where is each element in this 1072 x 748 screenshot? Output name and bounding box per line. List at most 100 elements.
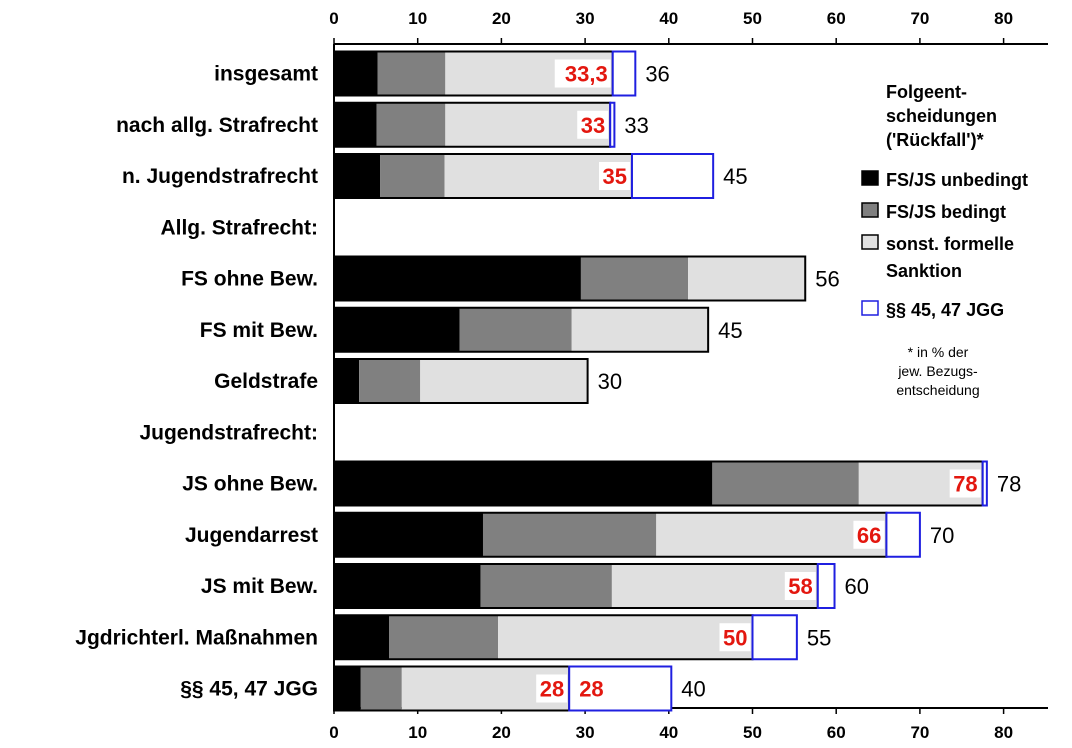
bar-segment-jgg (885, 511, 921, 558)
bar-segment-jgg (816, 563, 836, 609)
bar-segment (334, 666, 361, 711)
legend-title-line: ('Rückfall')* (886, 130, 984, 150)
total-label: 70 (930, 523, 954, 548)
legend-item-label: Sanktion (886, 261, 962, 281)
total-label: 33 (624, 113, 648, 138)
bar-segment (480, 564, 612, 608)
bar-segment (334, 615, 390, 660)
formal-data-label: 33,3 (565, 62, 608, 87)
total-label: 56 (815, 267, 839, 292)
bar-segment (334, 359, 360, 403)
formal-data-label: 66 (857, 523, 881, 548)
total-label: 40 (681, 677, 705, 702)
legend-swatch (861, 202, 879, 218)
legend-title-line: Folgeent- (886, 82, 967, 102)
bar-outline (333, 358, 589, 404)
bar-segment-jgg (609, 101, 616, 148)
formal-data-label: 35 (602, 164, 626, 189)
category-label: JS mit Bew. (201, 575, 318, 598)
data-label-bg (577, 110, 609, 139)
bar-segment (334, 307, 460, 352)
data-label-bg (554, 59, 611, 88)
bar-segment-jgg (568, 665, 673, 712)
bar-segment (459, 307, 572, 352)
bar-segment (482, 512, 657, 557)
category-label: n. Jugendstrafrecht (122, 165, 318, 188)
category-label: Geldstrafe (214, 370, 318, 393)
bar-segment (580, 256, 689, 301)
legend-title-line: scheidungen (886, 106, 997, 126)
legend-note-line: entscheidung (896, 382, 979, 398)
total-label: 60 (845, 574, 869, 599)
jgg-data-label: 28 (579, 677, 603, 702)
total-label: 45 (718, 318, 742, 343)
top-tick-label: 80 (994, 9, 1013, 28)
bottom-tick-label: 10 (408, 723, 427, 742)
data-label-bg (784, 572, 816, 600)
formal-data-label: 58 (788, 574, 812, 599)
total-label: 36 (645, 62, 669, 87)
category-label: FS ohne Bew. (181, 268, 318, 291)
bar-segment (571, 307, 709, 352)
bar-segment (498, 615, 753, 660)
bar-segment (377, 51, 446, 96)
total-label: 78 (997, 472, 1021, 497)
bar-segment (420, 359, 588, 403)
bottom-tick-label: 30 (576, 723, 595, 742)
bottom-tick-label: 50 (743, 723, 762, 742)
bar-segment (360, 666, 402, 711)
bar-segment (334, 512, 483, 557)
bar-segment (611, 564, 818, 608)
bar-segment (712, 461, 859, 506)
category-label: FS mit Bew. (200, 319, 318, 342)
legend-swatch (861, 170, 879, 186)
category-label: Jugendarrest (185, 524, 318, 547)
bar-segment-jgg (751, 614, 798, 661)
top-tick-label: 40 (659, 9, 678, 28)
legend-swatch (861, 234, 879, 250)
data-label-bg (598, 162, 630, 190)
bar-segment-jgg (630, 153, 715, 199)
bar-segment (376, 102, 446, 147)
bar-segment-jgg (611, 50, 637, 97)
top-tick-label: 70 (910, 9, 929, 28)
legend-item-label: FS/JS bedingt (886, 202, 1006, 222)
bar-segment (656, 512, 887, 557)
category-label: Jugendstrafrecht: (139, 421, 318, 444)
bar-outline (333, 306, 710, 353)
bar-segment (359, 359, 421, 403)
bottom-tick-label: 0 (329, 723, 338, 742)
bottom-tick-label: 80 (994, 723, 1013, 742)
bar-segment (334, 564, 481, 608)
legend-note-line: * in % der (908, 344, 969, 360)
formal-data-label: 50 (723, 625, 747, 650)
formal-data-label: 33 (581, 113, 605, 138)
data-label-bg (536, 674, 568, 703)
total-label: 30 (598, 369, 622, 394)
top-tick-label: 50 (743, 9, 762, 28)
category-label: JS ohne Bew. (182, 473, 318, 496)
top-tick-label: 10 (408, 9, 427, 28)
formal-data-label: 78 (953, 472, 977, 497)
top-tick-label: 60 (827, 9, 846, 28)
bar-segment (334, 102, 377, 147)
legend-item-label: FS/JS unbedingt (886, 170, 1028, 190)
top-tick-label: 20 (492, 9, 511, 28)
bar-segment (380, 154, 445, 198)
total-label: 45 (723, 164, 747, 189)
category-label: Allg. Strafrecht: (160, 216, 318, 239)
bottom-tick-label: 60 (827, 723, 846, 742)
legend-swatch (861, 300, 879, 316)
legend-item-label: §§ 45, 47 JGG (886, 300, 1004, 320)
bar-segment (334, 256, 581, 301)
bar-segment (334, 154, 381, 198)
category-label: insgesamt (214, 63, 318, 86)
bar-segment (334, 51, 378, 96)
legend-item-label: sonst. formelle (886, 234, 1014, 254)
data-label-bg (949, 469, 981, 498)
top-tick-label: 0 (329, 9, 338, 28)
bar-segment (334, 461, 713, 506)
category-label: Jgdrichterl. Maßnahmen (75, 626, 318, 649)
data-label-bg (719, 623, 751, 652)
